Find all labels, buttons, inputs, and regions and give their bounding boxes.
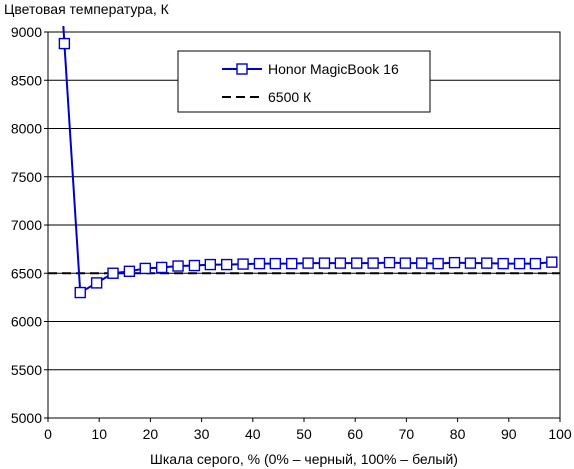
- y-tick-label: 9000: [11, 24, 42, 40]
- data-point: [302, 257, 314, 269]
- data-point: [497, 257, 509, 270]
- data-point: [90, 277, 103, 289]
- data-point: [74, 286, 86, 299]
- data-point: [546, 256, 558, 268]
- data-point: [351, 257, 363, 269]
- x-tick-label: 90: [501, 426, 517, 442]
- data-point: [58, 37, 71, 50]
- x-tick-label: 70: [399, 426, 415, 442]
- data-point: [367, 257, 379, 269]
- series-layer: [48, 26, 560, 299]
- x-tick-label: 30: [194, 426, 210, 442]
- chart-title: Цветовая температура, К: [4, 1, 170, 17]
- y-tick-label: 8000: [11, 121, 42, 137]
- data-point: [318, 257, 331, 269]
- y-tick-label: 6500: [11, 265, 42, 281]
- data-point: [253, 257, 266, 270]
- x-axis: 0 10 20 30 40 50 60 70 80 90 100: [44, 418, 572, 442]
- y-axis: 5000 5500 6000 6500 7000 7500 8000 8500 9000: [11, 24, 48, 426]
- x-tick-label: 10: [91, 426, 107, 442]
- legend-label-honor: Honor MagicBook 16: [268, 61, 399, 77]
- data-point: [286, 257, 298, 270]
- data-point: [237, 258, 249, 270]
- y-tick-label: 7000: [11, 217, 42, 233]
- y-tick-label: 6000: [11, 314, 42, 330]
- legend-box: [177, 50, 431, 113]
- data-point: [204, 258, 217, 271]
- x-tick-label: 100: [548, 426, 572, 442]
- y-tick-label: 5000: [11, 410, 42, 426]
- data-point: [155, 261, 168, 274]
- y-tick-label: 7500: [11, 169, 42, 185]
- y-tick-label: 5500: [11, 362, 42, 378]
- x-tick-label: 20: [143, 426, 159, 442]
- data-point: [464, 257, 477, 269]
- data-point: [123, 265, 136, 278]
- data-point: [220, 258, 233, 271]
- x-tick-label: 80: [450, 426, 466, 442]
- x-tick-label: 40: [245, 426, 261, 442]
- data-point: [481, 257, 493, 269]
- data-point: [416, 257, 428, 269]
- data-point: [107, 267, 119, 279]
- data-point: [269, 257, 282, 270]
- legend-label-6500: 6500 К: [268, 89, 312, 105]
- data-point: [188, 259, 201, 272]
- data-point: [334, 257, 347, 269]
- x-tick-label: 60: [347, 426, 363, 442]
- legend-marker-honor: [236, 63, 248, 75]
- data-point: [529, 257, 542, 270]
- legend: Honor MagicBook 16 6500 К: [177, 50, 431, 113]
- data-point: [432, 257, 444, 270]
- y-tick-label: 8500: [11, 72, 42, 88]
- x-tick-label: 0: [44, 426, 52, 442]
- data-point: [139, 262, 151, 275]
- data-point: [448, 256, 461, 269]
- data-point: [383, 256, 396, 269]
- data-point: [399, 257, 412, 269]
- data-point: [513, 257, 526, 270]
- x-tick-label: 50: [296, 426, 312, 442]
- data-point: [172, 260, 184, 272]
- x-axis-label: Шкала серого, % (0% – черный, 100% – бел…: [150, 451, 458, 467]
